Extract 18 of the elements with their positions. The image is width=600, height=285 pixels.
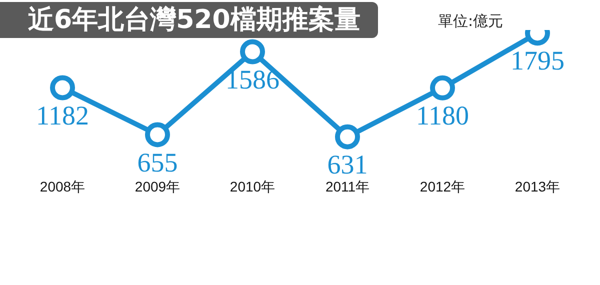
data-label: 631: [327, 149, 368, 180]
point: [335, 124, 360, 150]
point: [145, 122, 170, 148]
chart-subtitle: 單位:億元: [438, 12, 504, 31]
data-label: 1180: [416, 100, 469, 131]
point: [240, 39, 265, 64]
x-tick-label: 2011年: [325, 178, 370, 194]
x-tick-label: 2013年: [514, 178, 560, 194]
data-label: 1182: [36, 100, 89, 130]
point: [430, 75, 455, 100]
point: [50, 75, 75, 100]
data-label: 1795: [510, 46, 564, 76]
data-label: 655: [137, 147, 178, 178]
x-tick-label: 2010年: [230, 178, 276, 194]
x-tick-label: 2012年: [420, 178, 466, 194]
chart-title: 近6年北台灣520檔期推案量: [0, 2, 378, 38]
x-tick-label: 2009年: [134, 178, 180, 194]
x-tick-label: 2008年: [40, 178, 86, 194]
